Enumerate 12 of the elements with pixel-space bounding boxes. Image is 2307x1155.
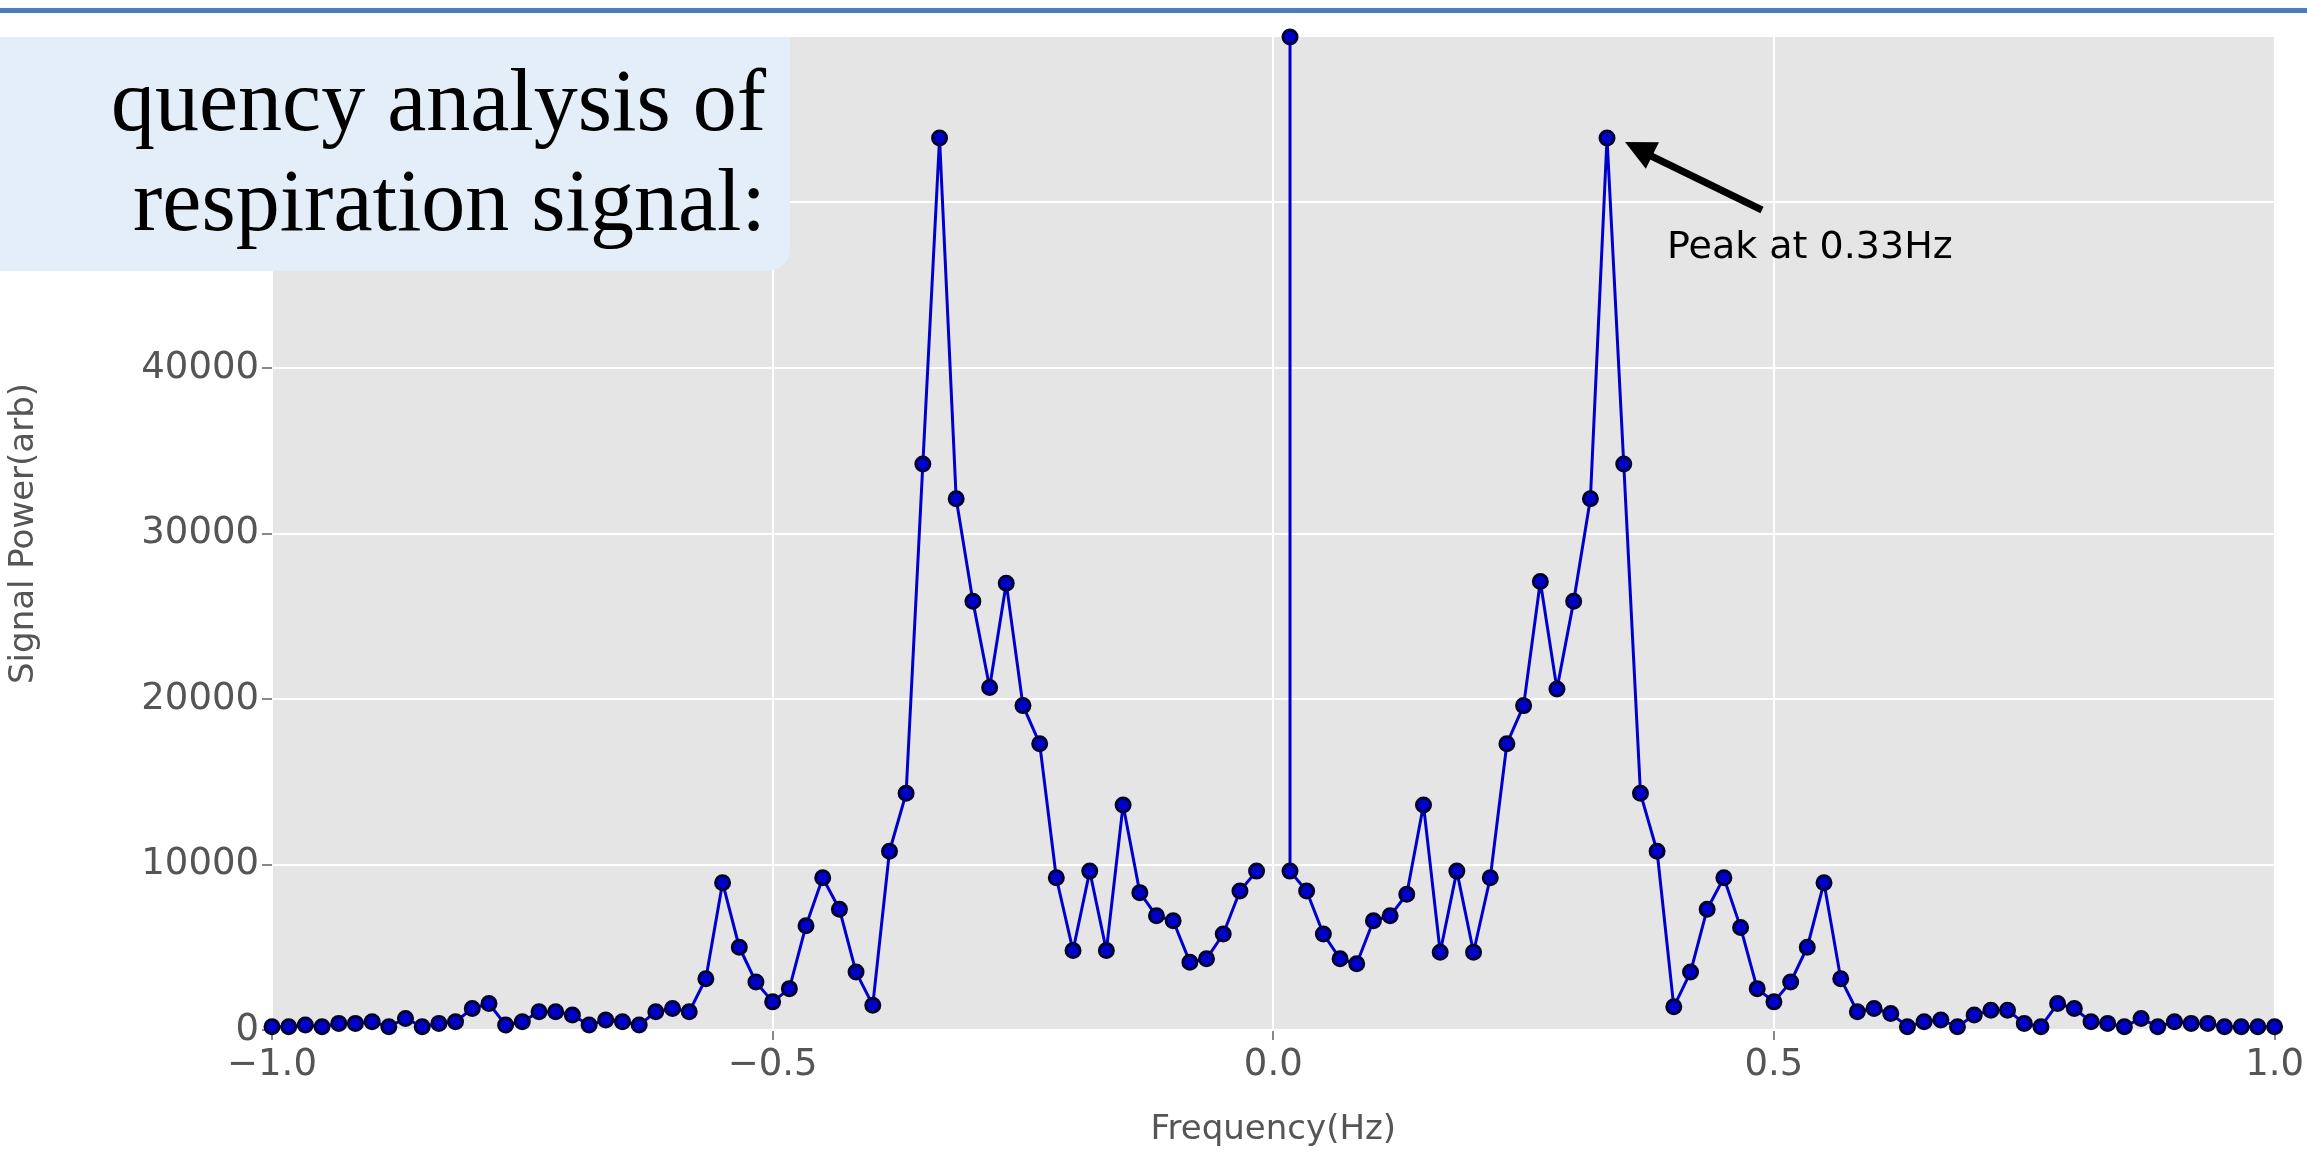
text: quency analysis of respiration signal: — [0, 37, 790, 271]
y-axis-title: Signal Power(arb) — [1, 383, 42, 684]
x-tick-label: −0.5 — [727, 1040, 818, 1084]
y-tick-label: 20000 — [141, 674, 259, 718]
y-tick-label: 30000 — [141, 509, 259, 553]
x-tick-label: 1.0 — [2245, 1040, 2304, 1084]
x-axis-title: Frequency(Hz) — [1150, 1107, 1397, 1148]
y-tick-label: 40000 — [141, 343, 259, 387]
annotation: Peak at 0.33Hz — [1667, 222, 1953, 267]
y-tick-label: 10000 — [141, 840, 259, 884]
x-tick-label: 0.0 — [1243, 1040, 1303, 1084]
x-tick-label: 0.5 — [1744, 1040, 1804, 1084]
